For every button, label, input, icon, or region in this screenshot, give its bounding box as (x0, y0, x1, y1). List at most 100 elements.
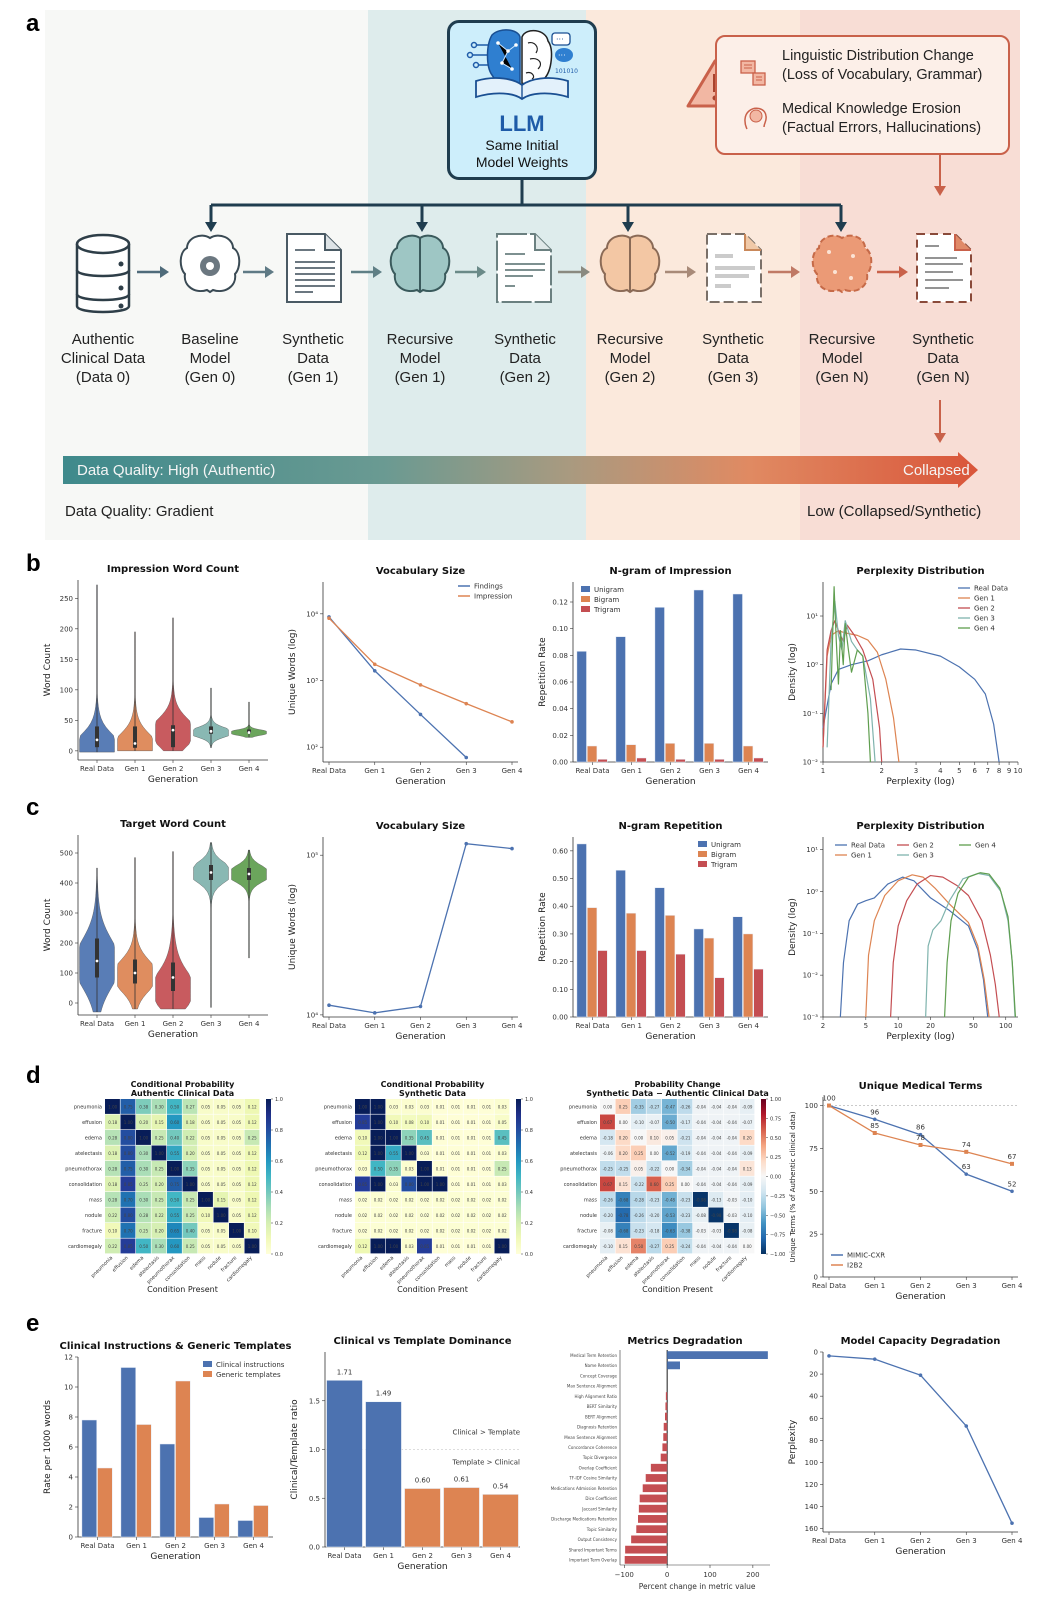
y-tick-label: 140 (805, 1503, 818, 1511)
llm-initial-weights-box: ··· ··· 101010 LLM Same Initial Model We… (447, 20, 597, 180)
heatmap-cell (182, 1223, 198, 1238)
heatmap-cell-value: 1.00 (374, 1135, 383, 1140)
heatmap-cell (646, 1176, 662, 1192)
legend-label: Gen 1 (851, 852, 872, 860)
category-label: Name Retention (585, 1363, 618, 1368)
heatmap-cell (432, 1145, 448, 1161)
y-axis-label: Perplexity (788, 1419, 798, 1464)
heatmap-cell (631, 1223, 646, 1238)
heatmap-cell (677, 1130, 693, 1145)
chart-title: Metrics Degradation (627, 1336, 742, 1347)
y-axis-label: Repetition Rate (538, 892, 548, 962)
y-tick-label: 10² (306, 744, 318, 752)
heatmap-cell-value: -0.38 (680, 1228, 691, 1233)
bar (81, 1419, 97, 1538)
x-axis-label: Generation (148, 1030, 198, 1040)
bar (198, 1517, 214, 1538)
bar (638, 1515, 668, 1523)
category-label: High Alignment Ratio (575, 1394, 618, 1399)
legend-label: Trigram (593, 606, 621, 614)
heatmap-cell (739, 1223, 755, 1238)
legend-label: Unigram (711, 841, 741, 849)
heatmap-row-label: consolidation (69, 1182, 102, 1188)
violin-median (171, 728, 175, 732)
heatmap-cell-value: 0.22 (186, 1135, 195, 1140)
heatmap-cell (708, 1114, 724, 1130)
heatmap-cell-value: 0.00 (665, 1166, 674, 1171)
heatmap-cell-value: 0.01 (482, 1244, 491, 1249)
data-point (418, 683, 423, 687)
heatmap-cell-value: 0.10 (650, 1135, 659, 1140)
heatmap-cell (151, 1161, 167, 1176)
heatmap-cell (386, 1114, 401, 1130)
heatmap-cell-value: 0.25 (139, 1182, 148, 1187)
chart-svg: Impression Word Count Generation Word Coun… (43, 564, 268, 785)
legend-swatch (581, 606, 590, 612)
bar-value-label: 0.60 (415, 1477, 431, 1485)
heatmap-cell-value: -0.23 (680, 1213, 691, 1218)
heatmap-cell (494, 1238, 510, 1254)
heatmap-cell (120, 1161, 136, 1176)
y-axis-label: Word Count (43, 898, 53, 951)
heatmap-cell-value: 1.00 (374, 1104, 383, 1109)
heatmap-cell-value: -0.04 (696, 1135, 707, 1140)
heatmap-cell (213, 1223, 229, 1238)
heatmap-cell-value: -0.68 (618, 1228, 629, 1233)
x-tick-label: Gen 2 (910, 1282, 931, 1290)
heatmap-cell (213, 1145, 229, 1161)
heatmap-cell (198, 1176, 213, 1192)
heatmap-cell (182, 1114, 198, 1130)
bar (693, 928, 704, 1018)
heatmap-cell (646, 1223, 662, 1238)
violin-iqr-box (95, 726, 99, 748)
y-axis-label: Density (log) (788, 898, 798, 956)
category-label: Important Term Overlap (569, 1558, 617, 1563)
x-tick-label: 6 (973, 767, 978, 775)
heatmap-cell-value: 0.70 (124, 1228, 133, 1233)
heatmap-cell (229, 1192, 244, 1207)
heatmap-row-label: consolidation (564, 1182, 597, 1188)
chart-target-word-count: Target Word Count Generation Word Count 0 10… (40, 815, 275, 1054)
panel-letter-a: a (26, 10, 40, 37)
heatmap-cell (432, 1223, 448, 1238)
density-curve (839, 876, 989, 1018)
heatmap-cell (136, 1223, 151, 1238)
flow-step-line: (Data 0) (75, 369, 131, 386)
data-point (872, 1131, 877, 1135)
chart-svg: N-gram Repetition Generation Repetition Ra… (538, 821, 768, 1042)
legend-label: Generic templates (216, 1371, 281, 1379)
heatmap-cell-value: 0.60 (170, 1120, 179, 1125)
heatmap-cell (151, 1192, 167, 1207)
x-axis-label: Percent change in metric value (639, 1582, 756, 1591)
y-tick-label: 50 (64, 717, 73, 725)
heatmap-cell-value: 0.80 (124, 1135, 133, 1140)
heatmap-cell-value: -0.06 (603, 1151, 614, 1156)
heatmap-cell-value: 0.02 (451, 1213, 460, 1218)
heatmap-cell-value: 1.00 (420, 1166, 429, 1171)
corrupted-document-icon (916, 233, 972, 303)
heatmap-cell (432, 1207, 448, 1223)
heatmap-cell (432, 1114, 448, 1130)
heatmap-cell (370, 1192, 386, 1207)
violin-median (171, 976, 175, 979)
violin-median (247, 731, 251, 734)
x-tick-label: 0 (665, 1571, 669, 1579)
heatmap-cell-value: 0.02 (451, 1197, 460, 1202)
category-label: Concordance Coherence (568, 1445, 617, 1450)
heatmap-cell (244, 1145, 260, 1161)
heatmap-cell-value: -0.34 (680, 1166, 691, 1171)
heatmap-cell-value: 0.35 (186, 1166, 195, 1171)
heatmap-cell (386, 1176, 401, 1192)
heatmap-cell-value: -0.18 (603, 1135, 614, 1140)
heatmap-cell-value: 0.01 (467, 1104, 476, 1109)
heatmap-cell (136, 1130, 151, 1145)
y-tick-label: 400 (60, 880, 73, 888)
heatmap-cell-value: 0.20 (743, 1135, 752, 1140)
heatmap-cell-value: 0.22 (108, 1244, 117, 1249)
heatmap-row-label: atelectasis (570, 1151, 597, 1157)
heatmap-cell-value: 0.02 (451, 1228, 460, 1233)
heatmap-cell (494, 1099, 510, 1114)
heatmap-cell (198, 1223, 213, 1238)
heatmap-cell-value: 0.05 (232, 1197, 241, 1202)
data-point (418, 1004, 423, 1009)
